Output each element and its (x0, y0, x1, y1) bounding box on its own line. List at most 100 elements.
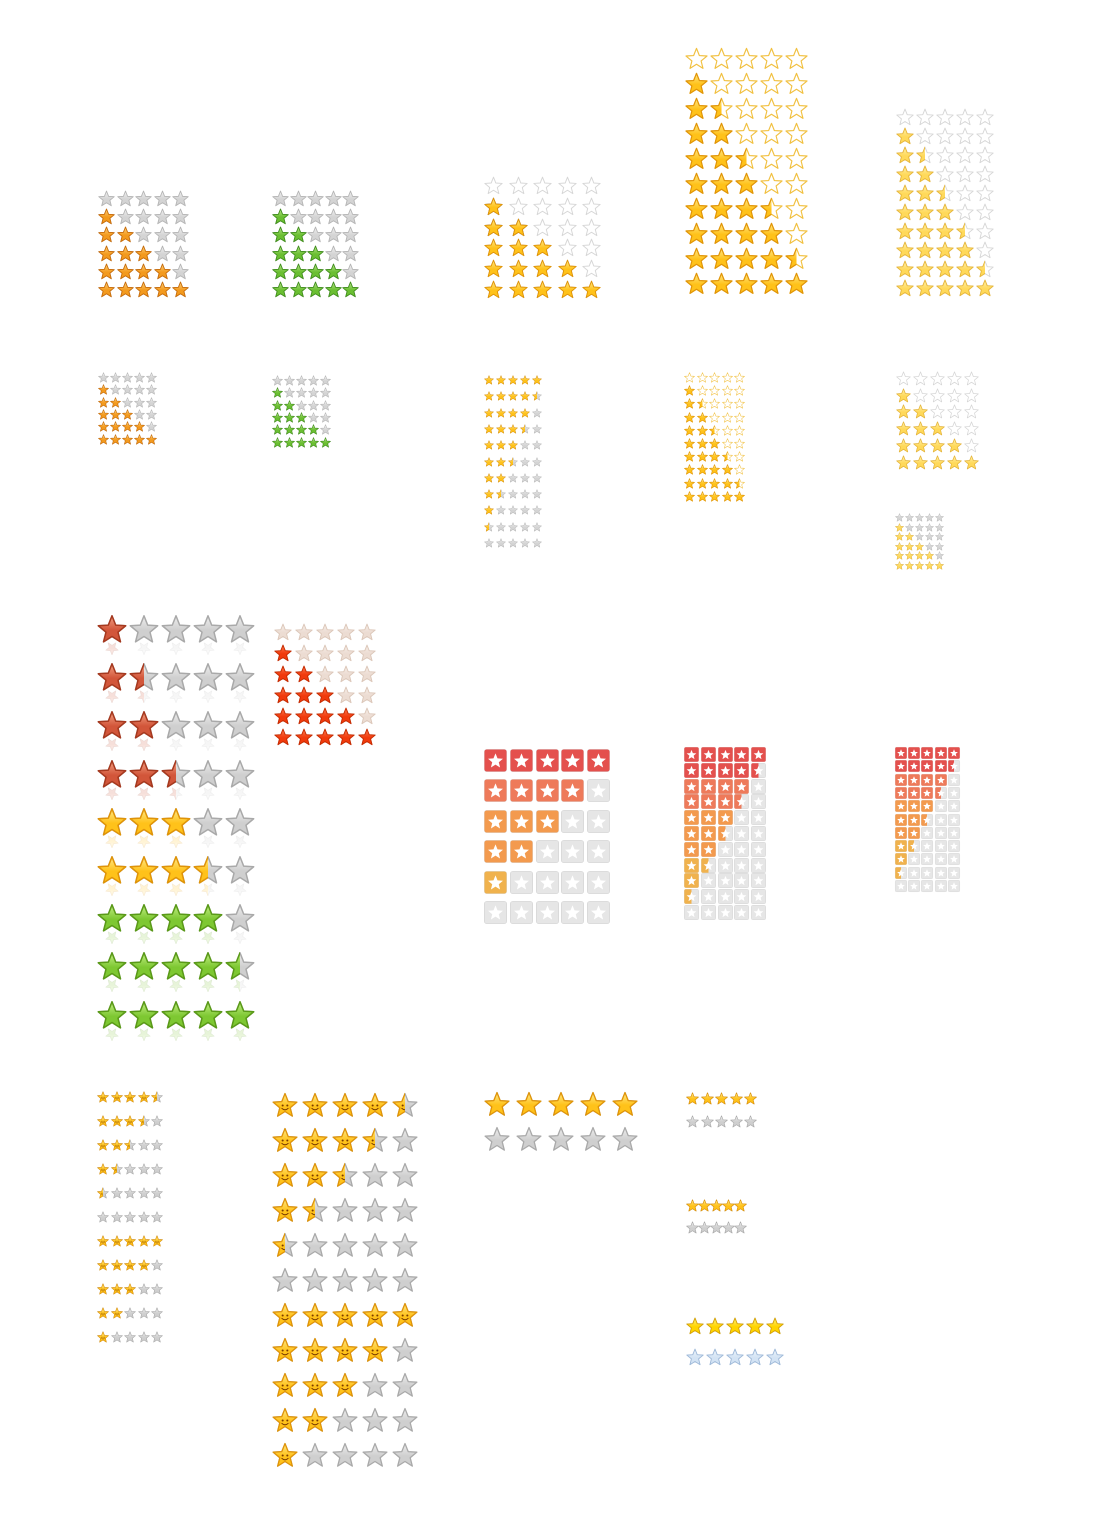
star-icon (496, 538, 506, 548)
star-icon (964, 388, 979, 403)
star-icon (97, 710, 127, 752)
rating-row (484, 840, 613, 864)
star-icon (976, 165, 994, 183)
star-reflection (137, 980, 151, 993)
star-icon (337, 644, 355, 662)
star-icon (146, 409, 157, 420)
rating-row (274, 728, 379, 746)
star-icon (296, 436, 307, 448)
star-reflection (233, 931, 247, 945)
star-icon (146, 421, 157, 432)
star-icon (956, 127, 974, 145)
star-tile-icon (908, 773, 921, 786)
star-icon (947, 455, 962, 470)
half-star-icon (785, 247, 808, 270)
star-reflection (233, 883, 247, 897)
star-tile-icon (535, 809, 559, 833)
star-icon (484, 218, 503, 237)
smiley-star-icon (272, 1442, 298, 1468)
star-icon (916, 108, 934, 126)
star-icon (896, 108, 914, 126)
star-icon (706, 1317, 724, 1335)
star-icon (316, 728, 334, 746)
star-icon (532, 456, 542, 467)
star-tile-icon (587, 749, 611, 772)
star-icon (508, 489, 518, 499)
star-icon (129, 759, 159, 801)
star-reflection (169, 980, 183, 993)
star-icon (709, 372, 720, 383)
star-icon (696, 425, 708, 436)
star-tile-icon (700, 810, 716, 826)
star-icon (700, 1092, 714, 1105)
smiley-star-icon (97, 1163, 109, 1175)
rating-row (272, 1162, 422, 1188)
half-star-icon (302, 1197, 328, 1223)
star-reflection (105, 883, 119, 897)
star-icon (734, 451, 745, 462)
star-icon (721, 411, 733, 423)
star-icon (686, 1348, 704, 1366)
star-icon (272, 424, 283, 435)
rating-row (686, 1115, 759, 1128)
rating-row (484, 1091, 644, 1117)
star-icon (110, 409, 121, 420)
star-icon (685, 222, 708, 245)
smiley-star-icon (151, 1259, 163, 1271)
star-icon (896, 438, 911, 453)
star-tile-icon (908, 786, 921, 799)
smiley-star-icon (272, 1337, 298, 1363)
rating-row (97, 1235, 165, 1247)
star-tile-icon (684, 810, 699, 826)
star-tile-icon (700, 905, 716, 920)
star-icon (896, 455, 911, 470)
star-icon (98, 372, 109, 383)
star-icon (734, 464, 745, 475)
star-tile-icon (947, 786, 960, 799)
star-tile-icon (934, 866, 947, 879)
smiley-star-icon (124, 1211, 136, 1223)
star-icon (484, 259, 503, 278)
smiley-star-icon (110, 1283, 123, 1295)
star-tile-icon (934, 800, 947, 813)
rating-row (272, 1232, 422, 1258)
star-icon (685, 47, 708, 70)
star-reflection (105, 980, 119, 993)
star-tile-icon (684, 873, 699, 889)
star-icon (532, 538, 542, 548)
smiley-star-icon (151, 1235, 163, 1247)
star-icon (97, 614, 127, 656)
star-tile-icon (700, 841, 716, 857)
star-icon (734, 1199, 747, 1212)
star-icon (785, 47, 808, 70)
star-icon (484, 1091, 510, 1117)
star-tile-icon (947, 760, 960, 773)
rating-row (684, 905, 768, 920)
smiley-star-icon (302, 1127, 328, 1153)
star-tile-icon (934, 840, 947, 853)
star-icon (153, 208, 171, 225)
rating-row (685, 197, 810, 220)
rating-row (98, 190, 191, 207)
star-icon (324, 190, 342, 207)
star-tile-icon (895, 840, 907, 853)
rating-row (484, 280, 607, 299)
star-icon (172, 263, 189, 280)
star-icon (729, 1115, 743, 1128)
star-icon (274, 623, 292, 641)
rating-row (896, 260, 996, 278)
star-icon (337, 728, 355, 746)
half-star-icon (193, 855, 223, 897)
star-icon (721, 385, 733, 396)
star-icon (913, 438, 928, 453)
star-icon (97, 807, 127, 849)
star-icon (161, 1000, 191, 1042)
star-tile-icon (947, 826, 960, 839)
rating-row (274, 644, 379, 662)
star-icon (956, 279, 974, 297)
rating-row (684, 491, 747, 502)
smiley-star-icon (97, 1115, 109, 1127)
star-tile-icon (921, 813, 934, 826)
star-icon (320, 424, 331, 435)
star-icon (956, 108, 974, 126)
